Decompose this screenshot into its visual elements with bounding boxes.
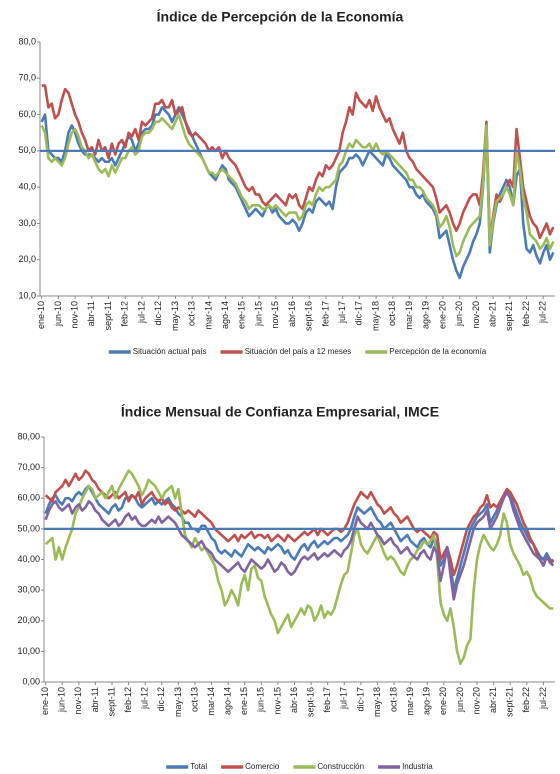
x-tick-label: oct-13 <box>187 301 197 326</box>
legend-label: Comercio <box>245 762 280 771</box>
x-tick-label: jun-15 <box>256 687 266 713</box>
x-tick-label: nov-10 <box>73 687 83 715</box>
series-line <box>44 469 554 665</box>
x-tick-label: dic-17 <box>355 687 365 712</box>
legend-label: Total <box>190 762 207 771</box>
x-tick-label: jul-17 <box>339 687 349 710</box>
x-tick-label: ago-14 <box>220 301 230 329</box>
y-tick-label: 10,00 <box>17 646 40 656</box>
x-tick-label: feb-12 <box>120 301 130 327</box>
series-line <box>41 84 555 240</box>
y-tick-label: 70,00 <box>17 462 40 472</box>
y-tick-label: 10,0 <box>18 290 36 300</box>
legend-label: Situación del país a 12 meses <box>245 347 352 356</box>
x-tick-label: ago-14 <box>223 687 233 715</box>
x-tick-label: ene-10 <box>40 687 50 715</box>
y-tick-label: 50,0 <box>18 145 36 155</box>
x-tick-label: sept-21 <box>505 687 515 717</box>
y-tick-label: 70,0 <box>18 73 36 83</box>
x-tick-label: ene-20 <box>438 687 448 715</box>
x-tick-label: feb-22 <box>521 687 531 713</box>
x-tick-label: abr-21 <box>488 687 498 713</box>
series-line <box>40 113 555 258</box>
x-tick-label: mar-19 <box>405 687 415 716</box>
x-tick-label: nov-15 <box>272 687 282 715</box>
x-tick-label: ene-20 <box>437 301 447 329</box>
x-tick-label: may-18 <box>372 687 382 717</box>
x-tick-label: jun-20 <box>455 687 465 713</box>
x-tick-label: oct-18 <box>387 301 397 326</box>
x-tick-label: nov-20 <box>471 301 481 329</box>
y-tick-label: 60,00 <box>17 493 40 503</box>
x-tick-label: feb-17 <box>320 301 330 327</box>
y-tick-label: 60,0 <box>18 109 36 119</box>
x-tick-label: feb-22 <box>521 301 531 327</box>
x-tick-label: ene-10 <box>36 301 46 329</box>
x-tick-label: sept-11 <box>106 687 116 716</box>
y-tick-label: 80,00 <box>17 431 40 441</box>
x-tick-label: jun-10 <box>53 301 63 327</box>
x-tick-label: dic-12 <box>153 301 163 326</box>
x-tick-label: jun-15 <box>253 301 263 327</box>
x-tick-label: sept-16 <box>304 301 314 331</box>
legend-label: Situación actual país <box>133 347 207 356</box>
x-tick-label: mar-19 <box>404 301 414 330</box>
x-tick-label: jul-22 <box>538 687 548 710</box>
chart-title: Índice de Percepción de la Economía <box>157 9 404 25</box>
y-tick-label: 40,0 <box>18 182 36 192</box>
y-tick-label: 40,00 <box>17 554 40 564</box>
x-tick-label: oct-18 <box>388 687 398 712</box>
x-tick-label: abr-11 <box>86 301 96 326</box>
x-tick-label: nov-20 <box>471 687 481 715</box>
x-tick-label: dic-12 <box>156 687 166 712</box>
x-tick-label: jul-17 <box>337 301 347 324</box>
x-tick-label: ene-15 <box>239 687 249 715</box>
x-tick-label: ene-15 <box>237 301 247 329</box>
y-tick-label: 0,00 <box>22 676 40 686</box>
x-tick-label: abr-16 <box>287 301 297 327</box>
x-tick-label: sept-16 <box>305 687 315 717</box>
x-tick-label: jul-12 <box>136 301 146 324</box>
x-tick-label: abr-16 <box>289 687 299 713</box>
x-tick-label: sept-11 <box>103 301 113 330</box>
x-tick-label: jul-22 <box>538 301 548 324</box>
x-tick-label: feb-17 <box>322 687 332 713</box>
legend-label: Construcción <box>317 762 364 771</box>
series-line <box>40 106 555 280</box>
y-tick-label: 20,00 <box>17 615 40 625</box>
x-tick-label: jun-10 <box>57 687 67 713</box>
x-tick-label: nov-15 <box>270 301 280 329</box>
legend-label: Industria <box>402 762 433 771</box>
chart-title: Índice Mensual de Confianza Empresarial,… <box>121 404 439 420</box>
y-tick-label: 30,0 <box>18 218 36 228</box>
y-tick-label: 20,0 <box>18 254 36 264</box>
x-tick-label: dic-17 <box>354 301 364 326</box>
y-tick-label: 50,00 <box>17 523 40 533</box>
x-tick-label: oct-13 <box>189 687 199 712</box>
legend-label: Percepción de la economía <box>389 347 487 356</box>
x-tick-label: jun-20 <box>454 301 464 327</box>
x-tick-label: abr-11 <box>90 687 100 712</box>
x-tick-label: ago-19 <box>421 301 431 329</box>
x-tick-label: abr-21 <box>488 301 498 327</box>
series-line <box>44 490 555 601</box>
x-tick-label: may-13 <box>173 687 183 717</box>
series-line <box>44 469 555 577</box>
x-tick-label: ago-19 <box>422 687 432 715</box>
x-tick-label: feb-12 <box>123 687 133 713</box>
x-tick-label: may-18 <box>370 301 380 331</box>
x-tick-label: mar-14 <box>203 301 213 330</box>
x-tick-label: sept-21 <box>504 301 514 331</box>
x-tick-label: may-13 <box>170 301 180 331</box>
x-tick-label: nov-10 <box>69 301 79 329</box>
y-tick-label: 80,0 <box>18 36 36 46</box>
x-tick-label: mar-14 <box>206 687 216 716</box>
y-tick-label: 30,00 <box>17 585 40 595</box>
x-tick-label: jul-12 <box>140 687 150 710</box>
